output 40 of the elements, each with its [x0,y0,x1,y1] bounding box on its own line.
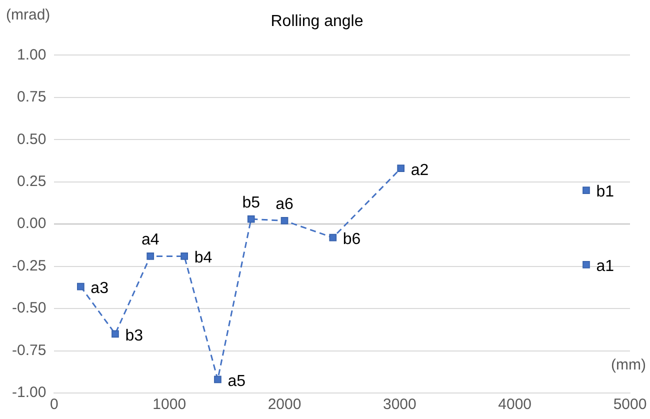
annotation: a4 [141,232,160,249]
y-axis-title: (mrad) [6,6,50,24]
x-tick-label: 5000 [613,396,647,414]
point [397,164,405,172]
y-tick-label: -1.00 [12,384,46,402]
annotation: a1 [596,258,614,276]
y-tick-label: 0.00 [16,215,46,232]
x-tick-label: 3000 [382,396,416,414]
point [180,252,188,260]
x-tick-label: 0 [50,396,58,414]
annotation: a3 [90,280,109,297]
point [329,234,337,242]
point [247,215,255,223]
annotation: b6 [342,231,361,248]
x-tick-label: 4000 [498,396,532,414]
chart-title: Rolling angle [270,13,364,30]
annotation: b4 [194,250,212,267]
y-tick-label: -0.50 [12,300,46,317]
x-axis-title: (mm) [611,356,646,374]
annotation: b3 [125,327,144,344]
annotation: a6 [276,196,294,214]
y-tick-label: 1.00 [16,46,46,64]
x-tick-label: 1000 [152,396,186,414]
y-tick-label: -0.25 [12,257,46,274]
annotation: b1 [596,184,614,201]
point [146,252,154,260]
point [582,186,590,194]
point [76,282,84,290]
point [582,260,590,268]
point [280,217,288,224]
y-tick-label: 0.50 [16,130,46,148]
point [112,330,119,338]
y-tick-label: -0.75 [12,342,46,359]
annotation: b5 [242,194,260,212]
annotation: a5 [228,372,246,390]
y-tick-label: 0.25 [16,173,46,190]
x-tick-label: 2000 [268,396,302,414]
point [214,376,222,384]
annotation: a2 [410,162,429,179]
y-tick-label: 0.75 [16,88,46,106]
